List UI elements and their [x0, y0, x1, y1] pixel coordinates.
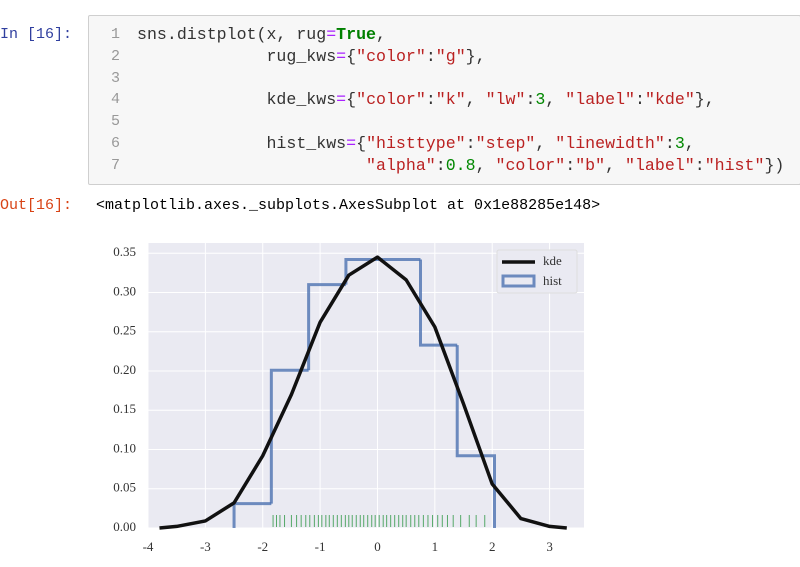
- x-tick-label: 0: [374, 539, 381, 554]
- code-token: 3: [674, 134, 685, 153]
- y-tick-label: 0.35: [113, 244, 136, 259]
- line-number: 5: [110, 113, 120, 131]
- line-number: 7: [110, 156, 120, 174]
- code-token: =: [346, 134, 357, 153]
- hist-step: [419, 259, 458, 347]
- code-token: :: [565, 155, 576, 175]
- hist-step: [455, 345, 497, 528]
- code-token: True: [336, 25, 377, 44]
- code-token: "lw": [485, 90, 526, 110]
- line-number: 1: [110, 26, 120, 43]
- code-line: rug_kws={"color":"g"},: [137, 46, 486, 66]
- code-token: },: [694, 90, 715, 110]
- x-tick-label: 1: [432, 539, 439, 554]
- y-tick-label: 0.20: [113, 362, 136, 377]
- code-token: ,: [605, 155, 625, 175]
- code-line: sns.distplot(x, rug=True,: [137, 25, 386, 44]
- x-tick-label: -4: [143, 539, 154, 554]
- code-token: {: [356, 134, 367, 153]
- code-cell[interactable]: [88, 15, 800, 185]
- line-number: 6: [110, 135, 120, 152]
- code-token: ,: [545, 90, 566, 110]
- hist-step: [269, 368, 309, 504]
- y-tick-label: 0.30: [113, 283, 136, 298]
- code-token: rug_kws: [137, 46, 337, 66]
- code-line: kde_kws={"color":"k", "lw":3, "label":"k…: [137, 90, 715, 110]
- code-token: "color": [356, 90, 426, 110]
- code-token: :: [664, 134, 675, 153]
- code-token: "color": [495, 155, 566, 175]
- code-token: {: [346, 46, 357, 66]
- x-tick-label: -1: [315, 539, 326, 554]
- code-token: "linewidth": [555, 134, 665, 153]
- hist-step: [307, 283, 346, 371]
- code-token: :: [694, 155, 705, 175]
- code-token: ,: [465, 90, 486, 110]
- x-tick-label: -3: [200, 539, 211, 554]
- code-token: kde_kws: [137, 90, 337, 110]
- code-token: "b": [575, 155, 606, 175]
- legend-hist-swatch: [501, 274, 536, 288]
- code-token: :: [435, 155, 446, 175]
- code-token: "kde": [644, 90, 695, 110]
- x-tick-label: -2: [257, 539, 268, 554]
- code-token: ,: [535, 134, 556, 153]
- code-token: =: [336, 90, 347, 110]
- line-number: 4: [110, 91, 120, 109]
- code-token: :: [465, 134, 476, 153]
- y-tick-label: 0.25: [113, 323, 136, 338]
- code-token: sns.distplot(x, rug: [137, 25, 327, 44]
- code-token: "label": [625, 155, 695, 175]
- code-token: "k": [435, 90, 466, 110]
- y-tick-label: 0.10: [113, 440, 136, 455]
- code-token: "hist": [704, 155, 765, 175]
- code-token: ,: [376, 25, 386, 44]
- y-tick-label: 0.15: [113, 401, 136, 416]
- code-token: :: [425, 46, 436, 66]
- code-token: "g": [435, 46, 466, 66]
- code-token: "histtype": [366, 134, 466, 153]
- x-tick-label: 2: [489, 539, 496, 554]
- code-token: =: [326, 25, 337, 44]
- code-token: ,: [684, 134, 695, 153]
- output-text: <matplotlib.axes._subplots.AxesSubplot a…: [96, 197, 601, 214]
- code-line: hist_kws={"histtype":"step", "linewidth"…: [137, 134, 695, 153]
- output-prompt: Out[16]:: [0, 197, 73, 214]
- x-tick-label: 3: [546, 539, 553, 554]
- line-number: 3: [110, 69, 120, 87]
- code-token: :: [425, 90, 436, 110]
- kde-line: [159, 255, 567, 530]
- code-token: "alpha": [366, 155, 436, 175]
- legend-label: hist: [543, 273, 562, 288]
- input-prompt: In [16]:: [0, 26, 73, 43]
- code-token: 3: [535, 90, 546, 110]
- code-token: :: [635, 90, 645, 110]
- code-token: "step": [475, 134, 536, 153]
- code-token: :: [525, 90, 536, 110]
- legend-label: kde: [543, 253, 562, 268]
- code-token: {: [346, 90, 357, 110]
- code-token: =: [336, 46, 347, 66]
- code-token: },: [465, 46, 486, 66]
- code-token: ,: [475, 155, 496, 175]
- y-tick-label: 0.00: [113, 519, 136, 534]
- y-tick-label: 0.05: [113, 480, 136, 495]
- code-token: hist_kws: [137, 134, 347, 153]
- code-line: "alpha":0.8, "color":"b", "label":"hist"…: [137, 156, 784, 175]
- code-token: 0.8: [445, 155, 476, 175]
- code-token: "label": [565, 90, 636, 110]
- code-token: "color": [356, 46, 426, 66]
- code-token: }): [764, 155, 785, 175]
- line-number: 2: [110, 47, 120, 65]
